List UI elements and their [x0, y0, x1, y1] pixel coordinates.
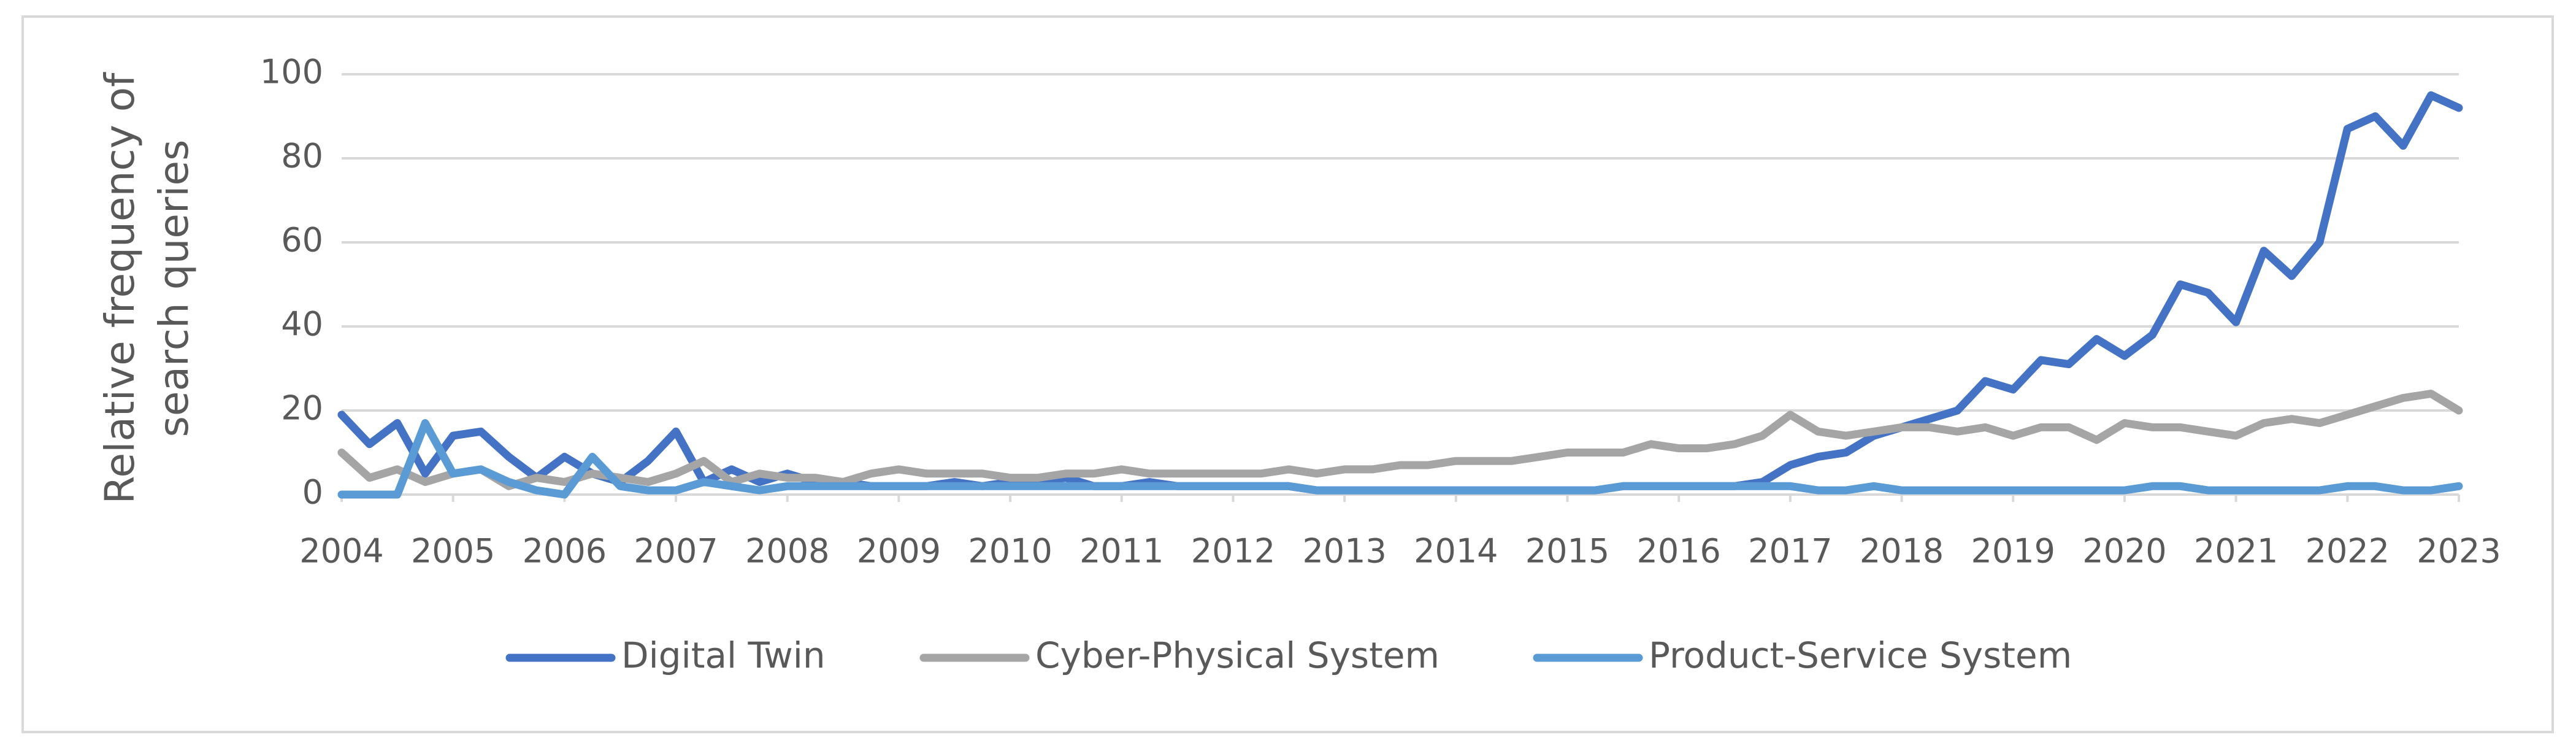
- x-tick-label: 2011: [1079, 532, 1163, 571]
- x-tick-label: 2021: [2194, 532, 2278, 571]
- x-tick-label: 2017: [1748, 532, 1832, 571]
- chart-frame: [21, 15, 2554, 733]
- y-tick-label: 0: [302, 473, 323, 512]
- data-line: [337, 419, 2463, 499]
- x-tick-label: 2018: [1860, 532, 1944, 571]
- y-tick-label: 100: [260, 53, 323, 91]
- data-line: [337, 390, 2463, 490]
- x-tick-label: 2010: [968, 532, 1052, 571]
- legend-label: Digital Twin: [621, 634, 826, 676]
- x-tick-label: 2022: [2306, 532, 2390, 571]
- x-tick-label: 2007: [634, 532, 718, 571]
- x-tick-label: 2015: [1525, 532, 1609, 571]
- y-tick-label: 60: [281, 221, 323, 260]
- y-tick-label: 40: [281, 305, 323, 344]
- y-tick-label: 80: [281, 137, 323, 175]
- x-tick-label: 2014: [1414, 532, 1498, 571]
- x-tick-label: 2020: [2082, 532, 2166, 571]
- x-tick-label: 2006: [523, 532, 607, 571]
- x-tick-label: 2005: [411, 532, 495, 571]
- legend-label: Product-Service System: [1649, 634, 2072, 676]
- x-tick-label: 2013: [1302, 532, 1386, 571]
- y-tick-label: 20: [281, 389, 323, 428]
- legend-label: Cyber-Physical System: [1035, 634, 1439, 676]
- x-tick-label: 2023: [2417, 532, 2501, 571]
- y-axis-label: search queries: [150, 139, 197, 437]
- x-tick-label: 2012: [1191, 532, 1275, 571]
- y-axis-label: Relative frequency of: [96, 72, 144, 504]
- x-tick-label: 2004: [299, 532, 383, 571]
- x-tick-label: 2016: [1636, 532, 1720, 571]
- x-tick-label: 2009: [857, 532, 941, 571]
- x-tick-label: 2019: [1971, 532, 2055, 571]
- x-tick-label: 2008: [745, 532, 829, 571]
